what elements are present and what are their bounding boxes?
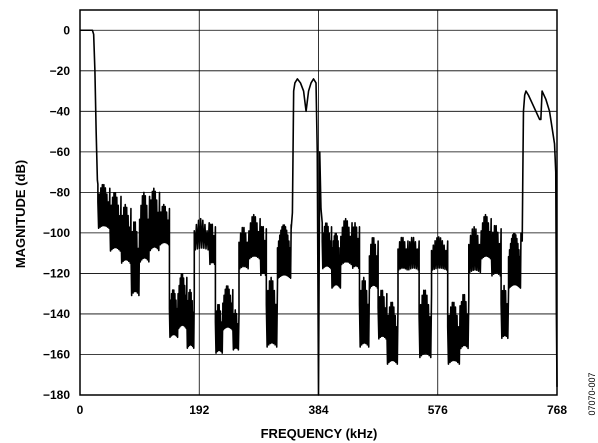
x-tick-label: 768: [547, 403, 567, 417]
y-tick-label: −60: [50, 145, 71, 159]
y-tick-label: −180: [43, 388, 70, 402]
x-tick-label: 0: [77, 403, 84, 417]
plot-area: [80, 29, 558, 396]
x-tick-label: 384: [308, 403, 328, 417]
y-tick-label: 0: [63, 23, 70, 37]
y-axis-title: MAGNITUDE (dB): [13, 160, 28, 268]
x-tick-label: 576: [428, 403, 448, 417]
y-tick-label: −140: [43, 307, 70, 321]
y-tick-label: −40: [50, 104, 71, 118]
y-tick-label: −100: [43, 226, 70, 240]
magnitude-trace: [80, 29, 558, 396]
y-tick-label: −20: [50, 64, 71, 78]
x-tick-label: 192: [189, 403, 209, 417]
x-axis-title: FREQUENCY (kHz): [261, 426, 378, 441]
y-tick-label: −80: [50, 185, 71, 199]
x-tick-labels: 0 192 384 576 768: [77, 403, 568, 417]
y-tick-label: −120: [43, 266, 70, 280]
plot-frame: [79, 9, 558, 396]
y-tick-label: −160: [43, 347, 70, 361]
y-tick-labels: 0 −20 −40 −60 −80 −100 −120 −140 −160 −180: [43, 23, 70, 402]
figure-id: 07070-007: [587, 372, 597, 415]
